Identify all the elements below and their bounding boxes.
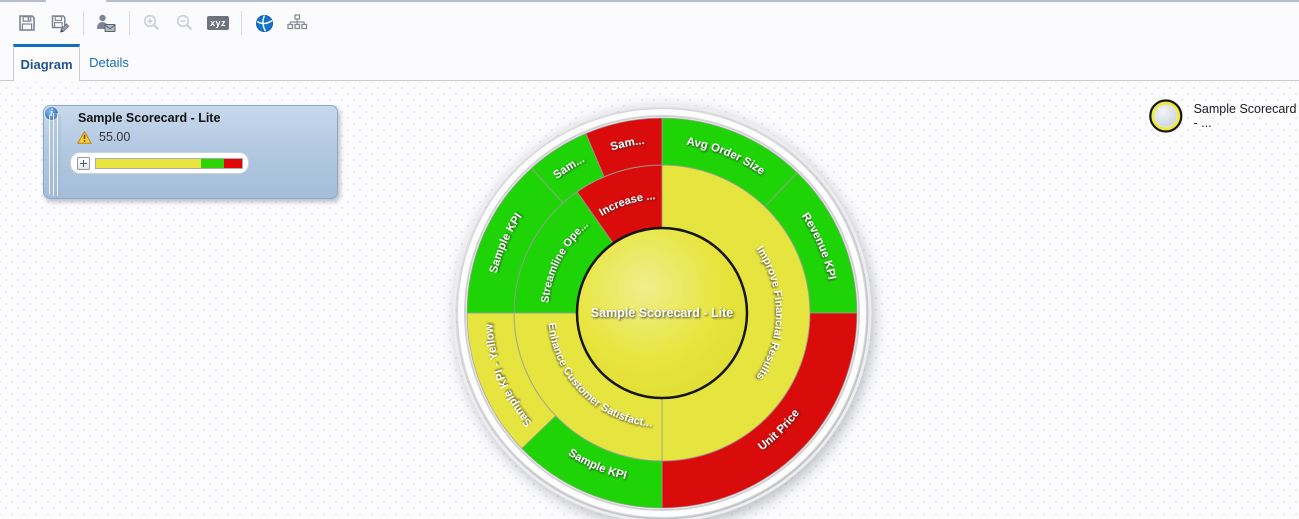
tab-diagram-label: Diagram	[20, 56, 73, 72]
hierarchy-button[interactable]	[284, 10, 310, 36]
tab-details[interactable]: Details	[81, 44, 137, 81]
globe-button[interactable]	[251, 10, 277, 36]
gauge-segment	[224, 159, 242, 168]
window-top-edge-right	[106, 0, 1299, 2]
wheel-halo	[452, 103, 872, 519]
save-icon	[19, 15, 35, 31]
tab-bar: Diagram Details	[0, 44, 1299, 81]
toolbar-separator	[129, 11, 130, 35]
window-top-edge-left	[0, 0, 46, 2]
legend-item: Sample Scorecard - ...	[1148, 95, 1299, 137]
expand-button[interactable]	[77, 157, 90, 170]
labels-button[interactable]: xyz	[205, 10, 231, 36]
card-grip	[49, 113, 61, 196]
gauge-segment	[201, 159, 225, 168]
legend-node-icon	[1149, 99, 1183, 133]
save-as-button[interactable]	[47, 10, 73, 36]
gauge-pill	[70, 152, 249, 174]
strategy-wheel: Improve Financial Results Enhance Custome…	[452, 103, 872, 519]
diagram-canvas: Sample Scorecard - Lite 55.00 Improve Fi…	[0, 82, 1299, 519]
zoom-in-button[interactable]	[139, 10, 165, 36]
hierarchy-icon	[286, 14, 307, 30]
legend-label: Sample Scorecard - ...	[1193, 102, 1297, 130]
tab-diagram[interactable]: Diagram	[13, 44, 80, 81]
card-status-row: 55.00	[77, 130, 130, 144]
card-title: Sample Scorecard - Lite	[78, 111, 221, 125]
owner-button[interactable]	[93, 10, 119, 36]
save-button[interactable]	[14, 10, 40, 36]
zoom-out-button[interactable]	[172, 10, 198, 36]
globe-icon	[255, 14, 273, 32]
save-as-icon	[51, 15, 69, 33]
warning-icon	[77, 130, 92, 144]
toolbar: xyz	[0, 2, 1299, 44]
toolbar-separator	[241, 11, 242, 35]
xyz-badge-icon: xyz	[207, 16, 229, 30]
zoom-in-icon	[143, 14, 160, 31]
toolbar-separator	[83, 11, 84, 35]
tab-details-label: Details	[89, 55, 129, 70]
gauge-segment	[96, 159, 202, 168]
wheel-platter-ring	[464, 115, 860, 511]
scorecard-node-card[interactable]: Sample Scorecard - Lite 55.00	[43, 105, 338, 199]
status-value: 55.00	[99, 130, 131, 144]
wheel-segment[interactable]	[585, 117, 663, 178]
wheel-center[interactable]	[575, 226, 749, 400]
gauge-track	[95, 158, 243, 169]
zoom-out-icon	[176, 14, 193, 31]
user-envelope-icon	[97, 14, 116, 32]
